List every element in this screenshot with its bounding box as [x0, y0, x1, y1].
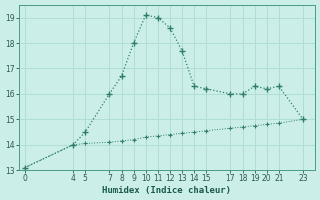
X-axis label: Humidex (Indice chaleur): Humidex (Indice chaleur) — [102, 186, 231, 195]
